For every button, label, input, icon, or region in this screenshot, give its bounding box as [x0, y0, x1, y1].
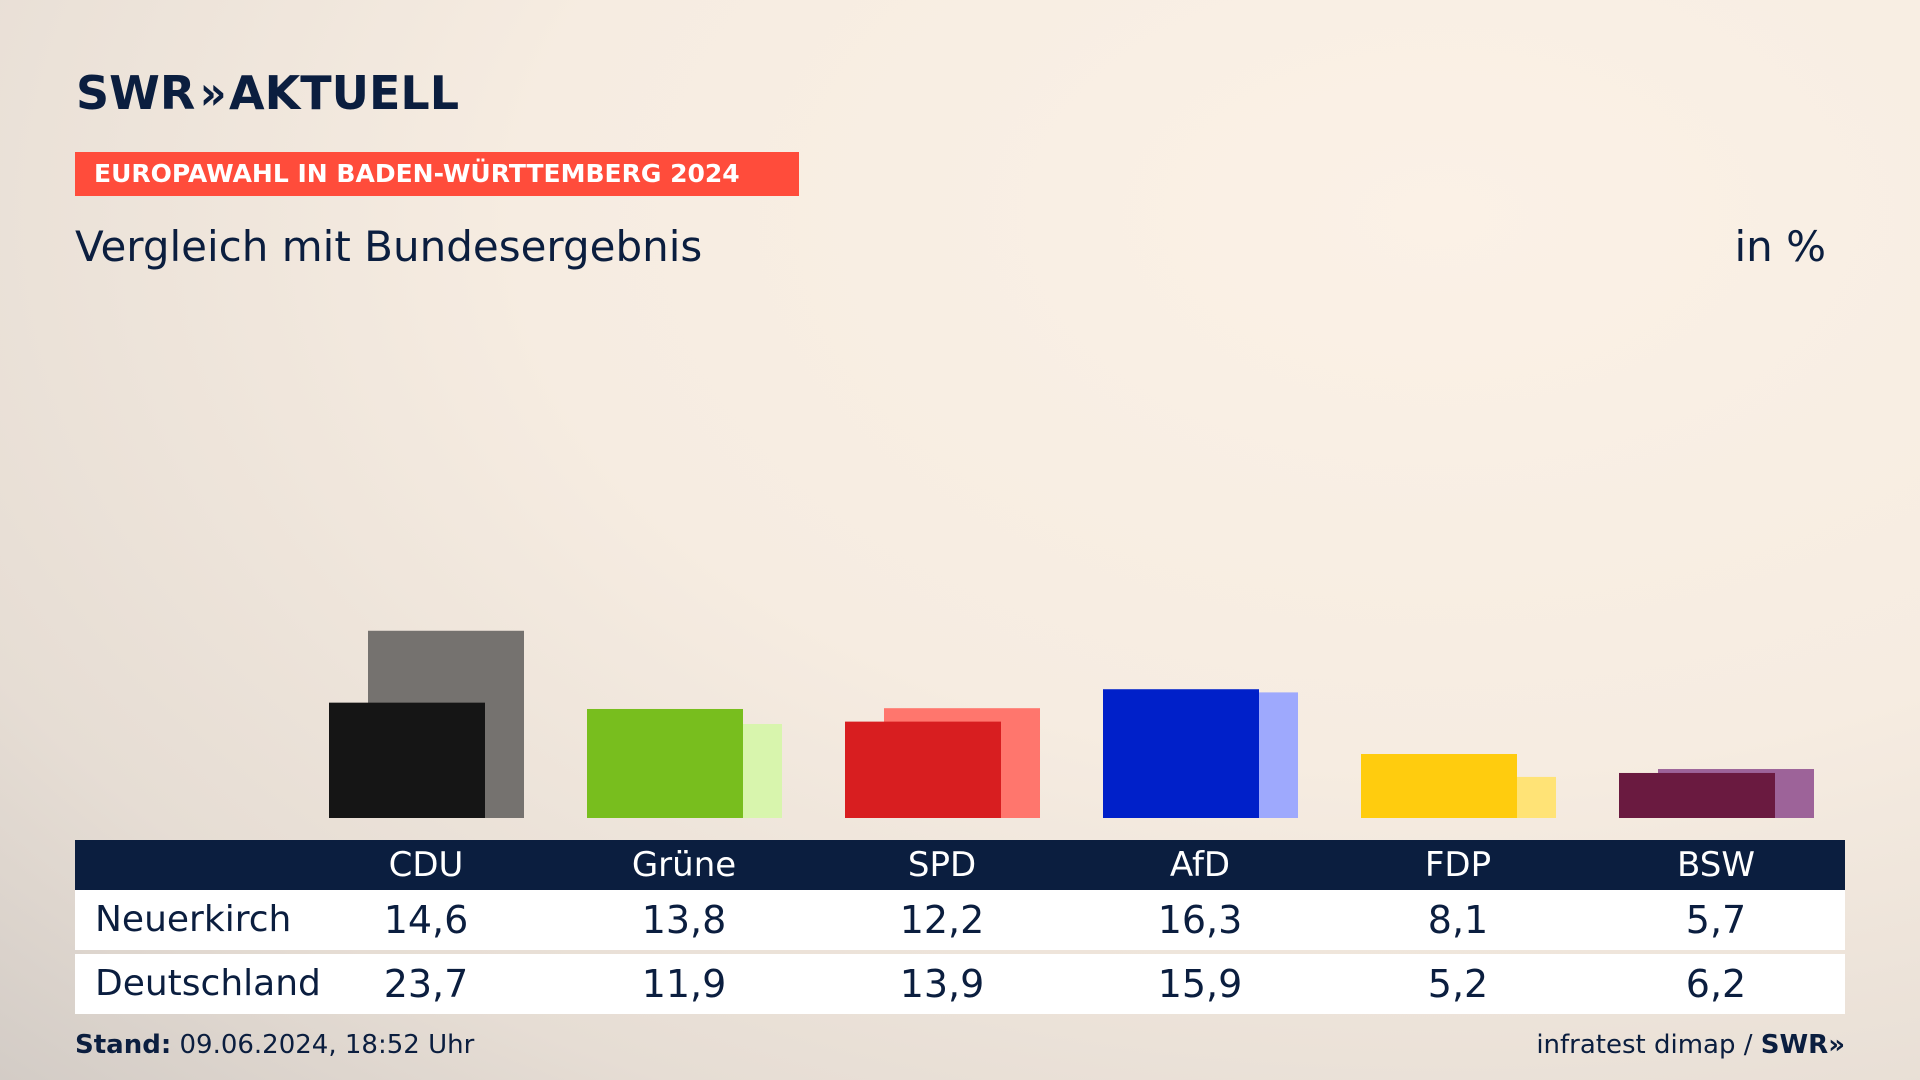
swr-aktuell-logo: SWR» AKTUELL	[76, 66, 459, 120]
unit-label: in %	[1734, 222, 1826, 271]
table-cell: 23,7	[383, 962, 469, 1006]
table-cell: 5,2	[1427, 962, 1489, 1006]
table-header: CDU Grüne SPD AfD FDP BSW	[75, 840, 1845, 890]
logo-swr: SWR	[76, 66, 196, 120]
bar-neuerkirch-spd	[845, 721, 1001, 818]
table-cell: 13,9	[899, 962, 985, 1006]
timestamp: Stand: 09.06.2024, 18:52 Uhr	[75, 1030, 474, 1060]
swr-brand: SWR»	[1760, 1030, 1845, 1060]
table-cell: 6,2	[1685, 962, 1747, 1006]
header-fdp: FDP	[1424, 845, 1492, 885]
header-cdu: CDU	[388, 845, 464, 885]
bar-neuerkirch-grne	[587, 708, 743, 818]
table-cell: 5,7	[1685, 898, 1747, 942]
topic-banner: EUROPAWAHL IN BADEN-WÜRTTEMBERG 2024	[75, 152, 799, 196]
bar-chart	[329, 630, 1814, 818]
bar-neuerkirch-cdu	[329, 702, 485, 818]
stand-value: 09.06.2024, 18:52 Uhr	[171, 1030, 475, 1060]
bar-neuerkirch-afd	[1103, 689, 1259, 818]
bar-neuerkirch-fdp	[1361, 754, 1517, 818]
stand-label: Stand:	[75, 1030, 172, 1060]
chart-title: Vergleich mit Bundesergebnis	[75, 222, 703, 271]
table-row-deutschland: Deutschland 23,7 11,9 13,9 15,9 5,2 6,2	[75, 954, 1845, 1014]
header-spd: SPD	[907, 845, 977, 885]
table-cell: 8,1	[1427, 898, 1489, 942]
source-text: infratest dimap /	[1536, 1030, 1761, 1060]
row-label: Deutschland	[95, 963, 321, 1004]
header-afd: AfD	[1169, 845, 1231, 885]
logo-aktuell: AKTUELL	[229, 66, 460, 120]
table-cell: 12,2	[899, 898, 985, 942]
results-table: CDU Grüne SPD AfD FDP BSW Neuerkirch 14,…	[75, 840, 1845, 1014]
table-cell: 15,9	[1157, 962, 1243, 1006]
header-bsw: BSW	[1677, 845, 1755, 885]
table-cell: 11,9	[641, 962, 727, 1006]
header-gruene: Grüne	[631, 845, 737, 885]
bar-neuerkirch-bsw	[1619, 772, 1775, 818]
table-cell: 16,3	[1157, 898, 1243, 942]
table-row-neuerkirch: Neuerkirch 14,6 13,8 12,2 16,3 8,1 5,7	[75, 890, 1845, 950]
table-cell: 13,8	[641, 898, 727, 942]
row-label: Neuerkirch	[95, 899, 292, 940]
table-cell: 14,6	[383, 898, 469, 942]
source-credit: infratest dimap / SWR»	[1536, 1030, 1845, 1060]
